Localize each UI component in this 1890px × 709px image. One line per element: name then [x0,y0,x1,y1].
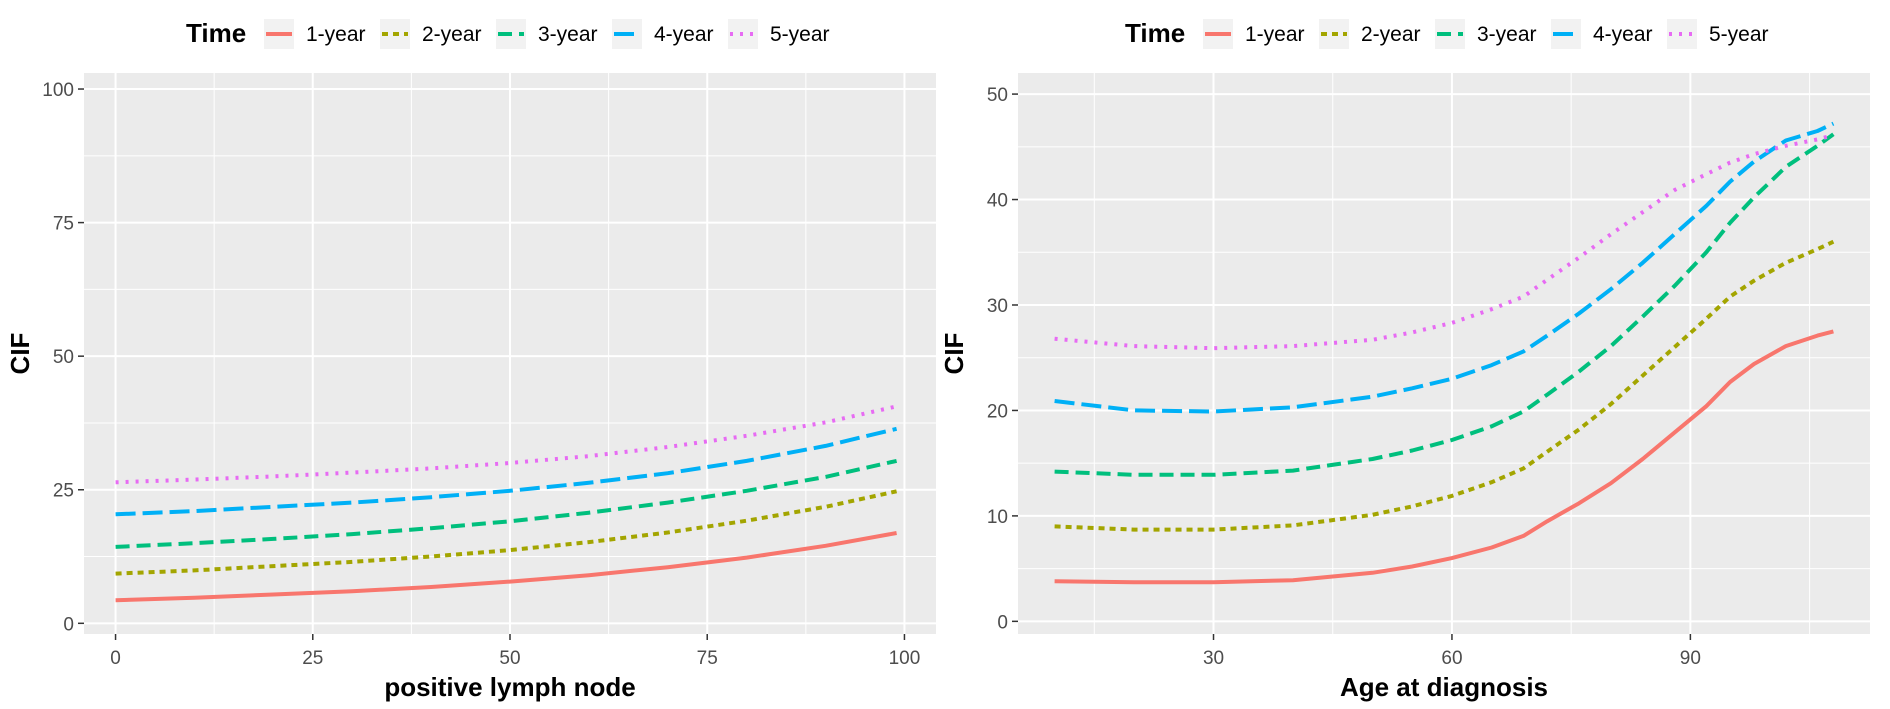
right-x-tick-label: 90 [1680,648,1701,669]
left-series-4-year [115,426,898,517]
right-y-tick-label: 20 [987,401,1008,422]
left-series-2-year [115,489,898,576]
right-y-tick-label: 10 [987,507,1008,528]
right-series-4-year [1054,121,1835,414]
left-x-tick-label: 0 [110,648,121,669]
right-x-tick-label: 60 [1441,648,1462,669]
right-y-tick-label: 40 [987,191,1008,212]
left-legend-label-4-year: 4-year [654,23,714,46]
right-series-2-year [1054,239,1835,532]
left-legend-title: Time [186,18,246,48]
left-y-tick-label: 0 [63,614,74,635]
left-legend-label-2-year: 2-year [422,23,482,46]
left-y-tick-label: 25 [53,481,74,502]
left-legend-label-5-year: 5-year [770,23,830,46]
right-legend-label-1-year: 1-year [1245,23,1305,46]
left-series-5-year [115,404,898,485]
left-x-tick-label: 100 [889,648,921,669]
left-x-tick-label: 75 [697,648,718,669]
right-plot-background [1018,73,1870,634]
right-legend: Time 1-year 2-year 3-year 4-year 5-year [1125,18,1769,49]
left-series-3-year [115,458,898,549]
right-series-1-year [1054,329,1834,585]
left-x-tick-label: 50 [499,648,520,669]
right-x-axis-title: Age at diagnosis [1340,672,1548,702]
right-series-5-year [1054,133,1834,351]
right-x-tick-label: 30 [1203,648,1224,669]
right-legend-label-2-year: 2-year [1361,23,1421,46]
right-y-tick-label: 50 [987,85,1008,106]
left-y-tick-label: 50 [53,347,74,368]
right-legend-label-3-year: 3-year [1477,23,1537,46]
right-legend-label-5-year: 5-year [1709,23,1769,46]
right-panel: 30 60 90 0 10 20 30 40 50 Age at diagnosis CIF [939,73,1870,702]
right-y-tick-label: 0 [997,612,1008,633]
right-legend-title: Time [1125,18,1185,48]
left-y-tick-label: 100 [42,80,74,101]
left-legend-label-3-year: 3-year [538,23,598,46]
right-y-axis-title: CIF [939,333,969,375]
left-x-axis-title: positive lymph node [384,672,635,702]
left-y-tick-label: 75 [53,214,74,235]
right-legend-label-4-year: 4-year [1593,23,1653,46]
left-legend: Time 1-year 2-year 3-year 4-year 5-year [186,18,830,49]
left-y-axis-title: CIF [5,333,35,375]
right-series-3-year [1054,132,1835,477]
left-panel: 0 25 50 75 100 0 25 50 75 100 positive lymph node C… [5,73,936,702]
left-x-tick-label: 25 [302,648,323,669]
left-series-1-year [115,531,897,603]
right-y-tick-label: 30 [987,296,1008,317]
left-legend-label-1-year: 1-year [306,23,366,46]
